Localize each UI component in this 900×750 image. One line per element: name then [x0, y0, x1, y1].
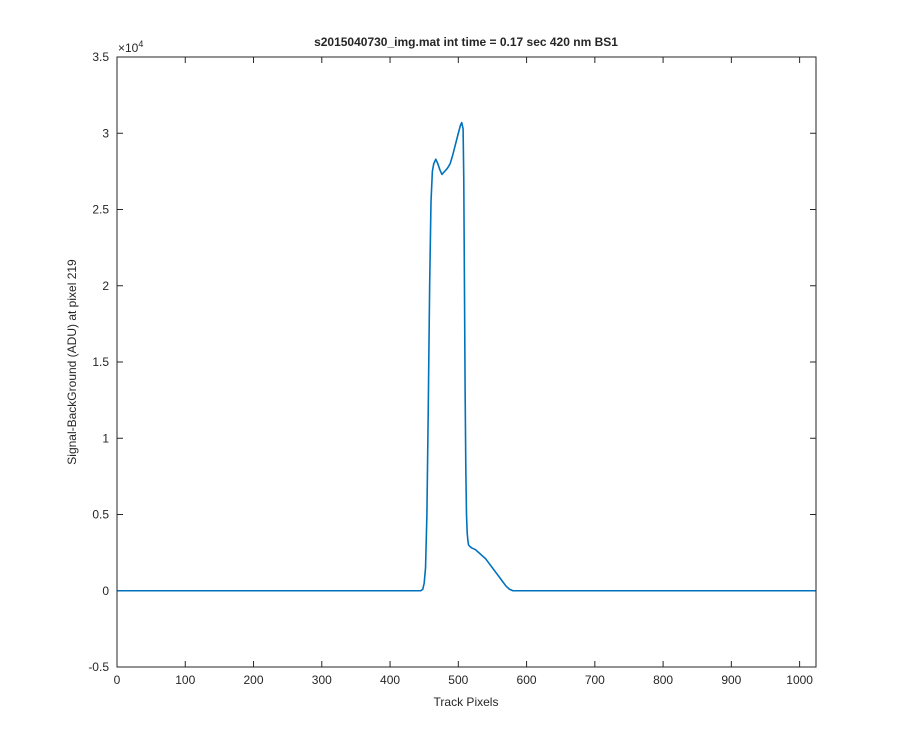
- series-group: [117, 121, 816, 592]
- y-tick-label: 2.5: [92, 203, 109, 217]
- y-tick-label: -0.5: [88, 660, 109, 674]
- y-tick-label: 0: [102, 584, 109, 598]
- x-tick-label: 400: [380, 673, 400, 687]
- y-tick-label: 3.5: [92, 50, 109, 64]
- chart-title: s2015040730_img.mat int time = 0.17 sec …: [314, 35, 618, 49]
- tick-labels: 0 100 200 300 400 500 600 700 800 900 1000 -0.5 0 0.5…: [88, 50, 813, 687]
- x-tick-label: 800: [653, 673, 673, 687]
- y-tick-label: 0.5: [92, 508, 109, 522]
- y-exponent-base: ×10: [118, 41, 139, 55]
- x-tick-label: 100: [175, 673, 195, 687]
- x-tick-label: 1000: [786, 673, 813, 687]
- y-tick-label: 1: [102, 431, 109, 445]
- x-tick-label: 300: [312, 673, 332, 687]
- y-axis-label: Signal-BackGround (ADU) at pixel 219: [65, 259, 79, 465]
- x-axis-label: Track Pixels: [434, 695, 499, 709]
- y-exponent-label: ×104: [118, 39, 143, 55]
- x-tick-label: 500: [448, 673, 468, 687]
- y-tick-label: 1.5: [92, 355, 109, 369]
- x-tick-label: 200: [244, 673, 264, 687]
- x-tick-label: 600: [517, 673, 537, 687]
- plot-area: [117, 57, 816, 667]
- y-tick-label: 3: [102, 126, 109, 140]
- y-exponent-power: 4: [138, 39, 143, 49]
- x-tick-label: 0: [114, 673, 121, 687]
- y-tick-label: 2: [102, 279, 109, 293]
- axis-ticks: [116, 56, 816, 668]
- series-line: [117, 121, 816, 592]
- x-tick-label: 700: [585, 673, 605, 687]
- x-tick-label: 900: [721, 673, 741, 687]
- axes-box: [116, 56, 817, 668]
